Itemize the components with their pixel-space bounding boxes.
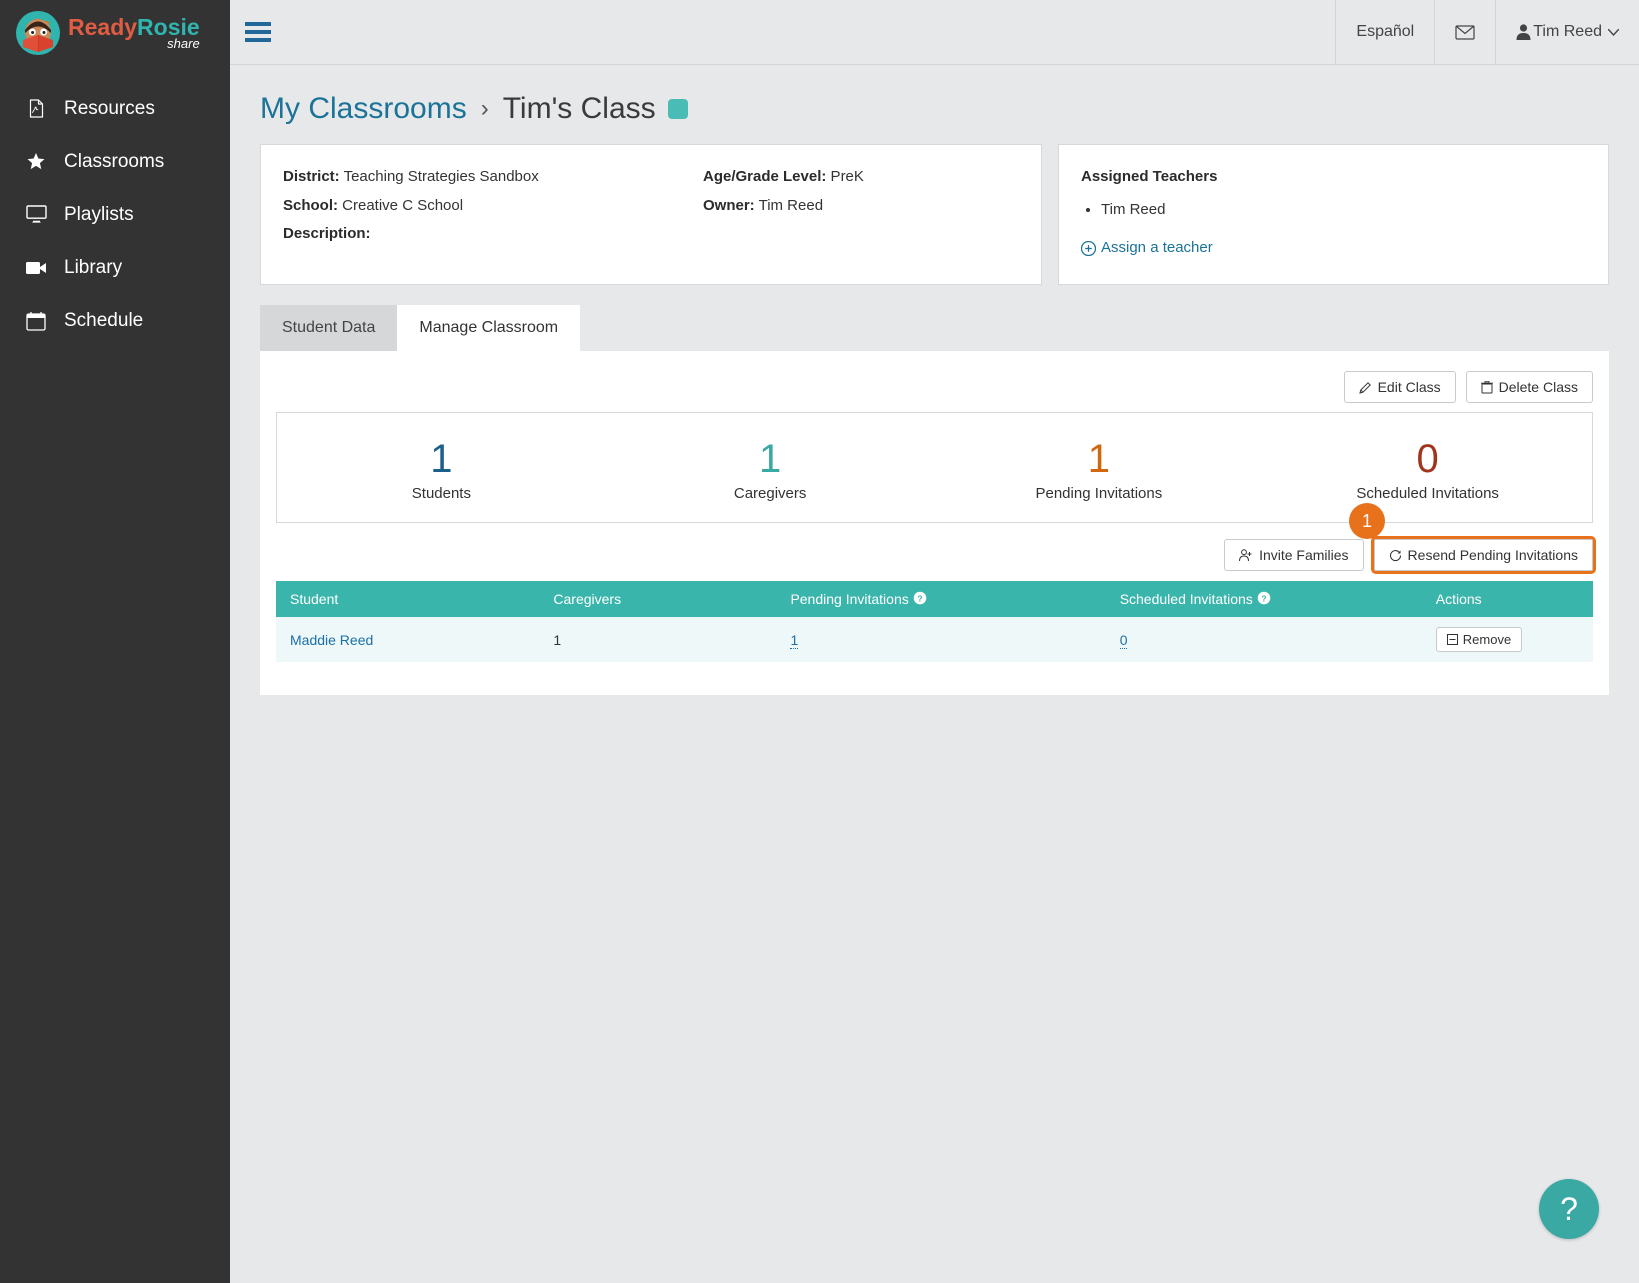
svg-text:?: ? [1261, 594, 1266, 604]
svg-text:?: ? [917, 594, 922, 604]
